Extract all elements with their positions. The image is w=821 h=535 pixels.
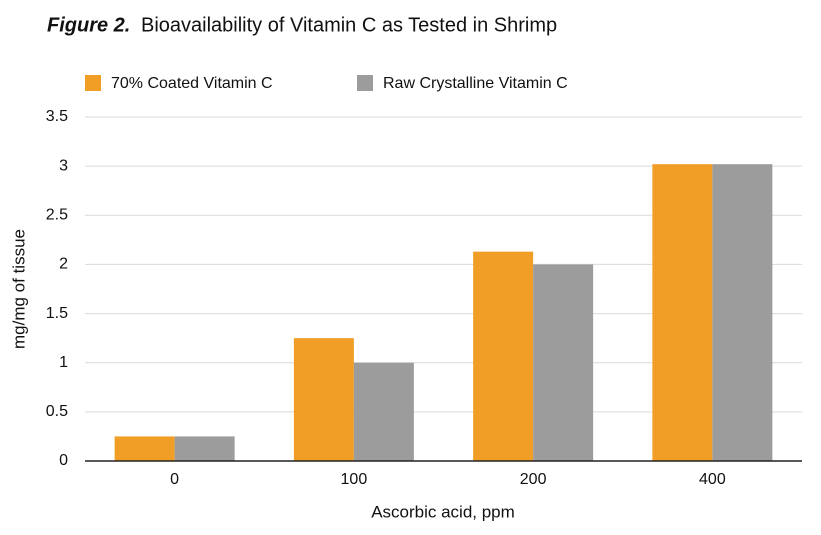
bar [652,164,713,462]
x-tick-label: 0 [170,471,179,488]
y-tick-label: 2 [59,256,68,273]
x-tick-label: 400 [699,471,726,488]
legend-swatch [357,75,373,91]
y-tick-label: 3 [59,157,68,174]
chart-title: Bioavailability of Vitamin C as Tested i… [141,14,557,36]
bar [114,436,175,461]
y-tick-label: 1.5 [46,305,68,322]
bar [174,436,235,461]
y-axis-label: mg/mg of tissue [9,229,28,349]
y-tick-label: 2.5 [46,207,68,224]
y-tick-label: 1 [59,354,68,371]
bar [353,362,414,461]
legend-swatch [85,75,101,91]
y-tick-label: 0 [59,452,68,469]
y-tick-label: 3.5 [46,108,68,125]
bar [712,164,773,462]
y-tick-label: 0.5 [46,403,68,420]
bar [533,264,594,461]
x-tick-label: 100 [341,471,368,488]
legend-label: Raw Crystalline Vitamin C [383,75,568,92]
legend-label: 70% Coated Vitamin C [111,75,273,92]
bar [473,251,534,461]
x-axis-label: Ascorbic acid, ppm [371,502,515,521]
x-tick-label: 200 [520,471,547,488]
figure-label: Figure 2. [47,14,130,36]
bar [293,338,354,461]
